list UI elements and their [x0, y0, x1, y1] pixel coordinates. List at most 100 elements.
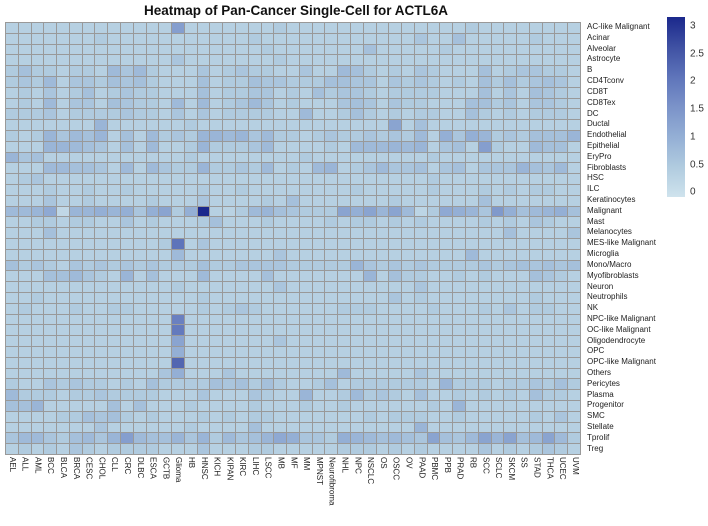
heatmap-cell [529, 195, 543, 207]
heatmap-cell [440, 228, 454, 239]
heatmap-cell [414, 206, 428, 218]
heatmap-cell [82, 314, 96, 326]
heatmap-cell [108, 109, 121, 121]
heatmap-cell [517, 163, 530, 175]
heatmap-cell [376, 77, 390, 88]
heatmap-cell [504, 239, 518, 250]
heatmap-cell [57, 44, 70, 56]
y-axis-label: Alveolar [587, 43, 616, 53]
heatmap-cell [350, 271, 364, 283]
heatmap-cell [146, 260, 160, 272]
heatmap-cell [427, 185, 441, 196]
heatmap-cell [184, 401, 198, 412]
x-axis-label: CHOL [97, 457, 107, 480]
heatmap-cell [414, 282, 428, 293]
heatmap-cell [18, 390, 32, 401]
heatmap-cell [338, 325, 351, 337]
heatmap-cell [542, 260, 556, 272]
heatmap-cell [120, 336, 134, 347]
heatmap-cell [172, 23, 185, 34]
heatmap-cell [517, 314, 530, 326]
heatmap-cell [504, 23, 518, 34]
heatmap-cell [491, 336, 505, 347]
heatmap-cell [69, 282, 83, 293]
heatmap-cell [82, 444, 96, 455]
heatmap-cell [363, 66, 377, 77]
heatmap-cell [108, 163, 121, 175]
heatmap-cell [299, 228, 313, 239]
heatmap-cell [376, 44, 390, 56]
heatmap-cell [453, 249, 466, 261]
heatmap-cell [287, 174, 300, 185]
heatmap-cell [555, 303, 569, 315]
heatmap-cell [18, 120, 32, 131]
heatmap-cell [172, 185, 185, 196]
heatmap-cell [223, 44, 236, 56]
heatmap-cell [184, 217, 198, 229]
heatmap-cell [31, 185, 45, 196]
heatmap-cell [248, 163, 262, 175]
heatmap-cell [491, 239, 505, 250]
heatmap-cell [18, 77, 32, 88]
heatmap-cell [197, 120, 211, 131]
heatmap-cell [69, 411, 83, 423]
heatmap-cell [6, 314, 19, 326]
heatmap-cell [6, 422, 19, 434]
x-axis-label: ESCA [148, 457, 158, 479]
heatmap-cell [312, 131, 326, 142]
heatmap-cell [108, 77, 121, 88]
heatmap-cell [402, 33, 415, 45]
heatmap-cell [542, 185, 556, 196]
heatmap-cell [108, 390, 121, 401]
heatmap-cell [427, 23, 441, 34]
heatmap-cell [338, 141, 351, 153]
heatmap-cell [235, 66, 249, 77]
heatmap-cell [350, 293, 364, 304]
heatmap-cell [414, 98, 428, 110]
heatmap-cell [223, 87, 236, 99]
heatmap-cell [82, 98, 96, 110]
heatmap-cell [6, 206, 19, 218]
x-axis-label: Glioma [174, 457, 184, 483]
heatmap-cell [414, 23, 428, 34]
heatmap-cell [529, 390, 543, 401]
heatmap-cell [440, 314, 454, 326]
heatmap-cell [44, 131, 58, 142]
heatmap-cell [287, 185, 300, 196]
heatmap-cell [555, 23, 569, 34]
heatmap-cell [402, 390, 415, 401]
heatmap-cell [299, 185, 313, 196]
heatmap-cell [389, 120, 403, 131]
heatmap-cell [184, 77, 198, 88]
heatmap-cell [440, 77, 454, 88]
heatmap-cell [120, 444, 134, 455]
heatmap-cell [69, 228, 83, 239]
heatmap-cell [184, 325, 198, 337]
heatmap-cell [287, 152, 300, 164]
heatmap-cell [504, 87, 518, 99]
heatmap-cell [184, 152, 198, 164]
heatmap-cell [517, 87, 530, 99]
heatmap-cell [350, 33, 364, 45]
heatmap-cell [120, 195, 134, 207]
heatmap-cell [274, 249, 288, 261]
heatmap-cell [248, 303, 262, 315]
heatmap-cell [529, 293, 543, 304]
heatmap-cell [57, 152, 70, 164]
heatmap-cell [274, 174, 288, 185]
x-axis-label: HNSC [199, 457, 209, 480]
heatmap-cell [465, 217, 479, 229]
heatmap-cell [146, 379, 160, 391]
heatmap-cell [274, 109, 288, 121]
heatmap-cell [159, 444, 173, 455]
heatmap-cell [44, 66, 58, 77]
heatmap-cell [82, 33, 96, 45]
heatmap-cell [363, 55, 377, 67]
heatmap-cell [427, 77, 441, 88]
colorbar-tick-label: 3 [690, 20, 696, 32]
heatmap-cell [299, 271, 313, 283]
heatmap-cell [133, 228, 147, 239]
heatmap-cell [338, 303, 351, 315]
heatmap-cell [350, 368, 364, 380]
heatmap-cell [517, 228, 530, 239]
